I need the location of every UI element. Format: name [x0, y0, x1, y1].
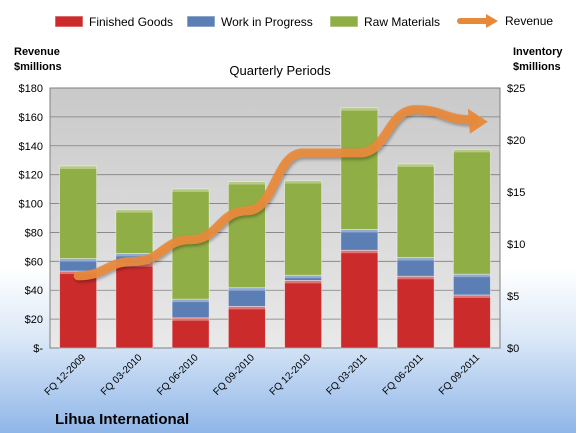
bar-finished-goods [115, 263, 154, 349]
left-tick-label: $160 [19, 112, 43, 124]
bar-bevel [453, 274, 491, 278]
x-tick-label: FQ 06-2010 [155, 352, 201, 398]
company-name: Lihua International [55, 411, 189, 428]
bar-bevel [397, 163, 435, 167]
bar-finished-goods [171, 317, 210, 349]
bar-bevel [340, 250, 378, 254]
x-tick-label: FQ 12-2009 [43, 352, 89, 398]
bar-bevel [228, 306, 266, 310]
right-tick-label: $20 [507, 135, 525, 147]
left-tick-label: $40 [25, 285, 43, 297]
left-axis-title-line-2: $millions [14, 61, 62, 73]
bar-bevel [115, 209, 153, 213]
bar-bevel [397, 276, 435, 280]
bar-finished-goods [340, 249, 379, 349]
bar-bevel [59, 166, 97, 169]
bar-finished-goods [59, 270, 98, 349]
bar-raw-materials [396, 163, 435, 258]
bar-bevel [284, 180, 322, 184]
x-axis-ticks: FQ 12-2009 FQ 03-2010 FQ 06-2010 FQ 09-2010… [43, 352, 483, 398]
right-tick-label: $0 [507, 343, 519, 355]
x-tick-label: FQ 09-2010 [211, 352, 257, 398]
left-tick-label: $80 [25, 227, 43, 239]
left-tick-label: $120 [19, 170, 43, 182]
revenue-line-group [73, 105, 488, 281]
bar-work-in-progress [452, 273, 491, 296]
right-axis-ticks: $0 $5 $10 $15 $20 $25 [507, 83, 525, 355]
left-tick-label: $60 [25, 256, 43, 268]
revenue-arrowhead [467, 108, 488, 134]
right-axis-title-line-1: Inventory [513, 46, 563, 58]
bar-bevel [172, 188, 210, 192]
bar-work-in-progress [340, 229, 379, 251]
legend-swatch-work-in-progress [186, 15, 216, 28]
right-tick-label: $25 [507, 83, 525, 95]
revenue-line [73, 105, 477, 281]
bar-bevel [340, 229, 378, 233]
chart-subtitle: Quarterly Periods [229, 63, 331, 78]
bar-finished-goods [396, 275, 435, 349]
bar-raw-materials [115, 209, 154, 254]
bar-raw-materials [227, 181, 266, 289]
bar-raw-materials [59, 165, 98, 259]
left-tick-label: $140 [19, 141, 43, 153]
bar-bevel [453, 294, 491, 298]
bar-bevel [453, 149, 491, 153]
x-tick-label: FQ 12-2010 [268, 352, 314, 398]
legend-arrow-revenue [486, 14, 498, 28]
bar-finished-goods [227, 305, 266, 349]
bar-bevel [228, 287, 266, 291]
right-tick-label: $5 [507, 291, 519, 303]
left-tick-label: $20 [25, 314, 43, 326]
legend-label-work-in-progress: Work in Progress [221, 15, 313, 29]
right-tick-label: $10 [507, 239, 525, 251]
bar-bevel [340, 107, 378, 111]
legend-swatch-finished-goods [54, 15, 84, 28]
bar-bevel [397, 257, 435, 261]
legend-label-revenue: Revenue [505, 14, 553, 28]
left-axis-ticks: $- $20 $40 $60 $80 $100 $120 $140 $160 $180 [19, 83, 44, 355]
bar-bevel [115, 253, 153, 257]
left-tick-label: $100 [19, 199, 43, 211]
bar-finished-goods [284, 279, 323, 349]
legend-label-raw-materials: Raw Materials [364, 15, 440, 29]
bar-raw-materials [284, 180, 323, 276]
legend: Finished Goods Work in Progress Raw Materi… [54, 14, 553, 29]
bar-bevel [59, 258, 97, 262]
bar-raw-materials [340, 107, 379, 230]
bar-bevel [284, 275, 322, 279]
left-tick-label: $180 [19, 83, 43, 95]
x-tick-label: FQ 03-2011 [325, 352, 370, 397]
left-axis-title-line-1: Revenue [14, 46, 60, 58]
bar-bevel [228, 181, 266, 185]
bar-bevel [172, 317, 210, 321]
right-tick-label: $15 [507, 187, 525, 199]
x-tick-label: FQ 06-2011 [381, 352, 426, 397]
bar-bevel [284, 280, 322, 284]
bar-finished-goods [452, 294, 491, 349]
right-axis-title-line-2: $millions [513, 61, 561, 73]
x-tick-label: FQ 03-2010 [99, 352, 145, 398]
legend-label-finished-goods: Finished Goods [89, 15, 173, 29]
legend-swatch-raw-materials [329, 15, 359, 28]
bar-bevel [172, 299, 210, 303]
left-tick-label: $- [33, 343, 43, 355]
x-tick-label: FQ 09-2011 [437, 352, 482, 397]
bar-raw-materials [452, 148, 491, 275]
